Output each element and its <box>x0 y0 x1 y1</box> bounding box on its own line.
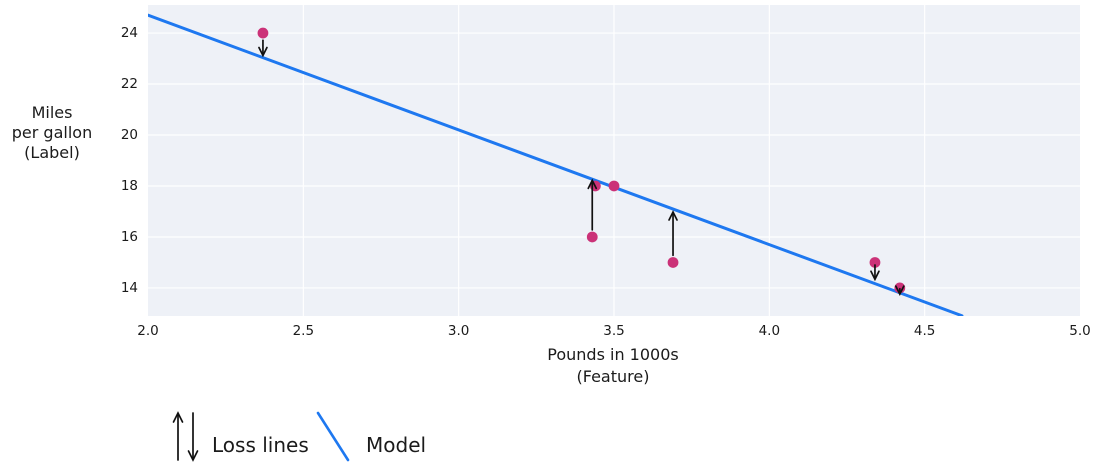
x-tick-label: 4.0 <box>758 323 781 339</box>
x-axis-title-line2: (Feature) <box>576 367 650 386</box>
x-tick-label: 2.0 <box>137 323 159 339</box>
legend-up-arrow-icon <box>172 411 184 461</box>
y-tick-label: 20 <box>120 127 138 143</box>
loss-arrow <box>668 210 678 257</box>
y-tick-label: 18 <box>120 177 138 194</box>
legend-model-line-icon <box>316 411 350 462</box>
y-axis-title: Miles per gallon (Label) <box>0 103 104 163</box>
x-axis-title: Pounds in 1000s (Feature) <box>463 344 763 388</box>
x-axis-title-line1: Pounds in 1000s <box>547 345 679 364</box>
y-tick-label: 24 <box>120 25 138 42</box>
data-point <box>257 27 269 39</box>
x-tick-label: 5.0 <box>1069 323 1091 339</box>
model-line <box>148 13 964 316</box>
y-axis-title-line1: Miles <box>31 103 73 122</box>
y-axis-title-line3: (Label) <box>24 143 80 162</box>
legend-loss-lines-label: Loss lines <box>212 433 309 457</box>
legend-model-label: Model <box>366 433 427 457</box>
y-tick-label: 22 <box>120 76 138 93</box>
y-axis-title-line2: per gallon <box>11 123 93 142</box>
data-point <box>586 231 598 243</box>
data-point <box>667 257 679 268</box>
loss-arrow <box>258 39 268 58</box>
data-point <box>869 257 881 268</box>
loss-arrow <box>587 178 598 231</box>
loss-arrow <box>870 264 880 282</box>
legend-down-arrow-icon <box>187 412 199 462</box>
x-tick-label: 2.5 <box>292 323 315 339</box>
y-tick-label: 14 <box>120 279 138 296</box>
data-point <box>608 180 620 192</box>
x-tick-label: 3.0 <box>447 323 470 339</box>
x-tick-label: 4.5 <box>913 323 936 339</box>
loss-arrow <box>894 285 905 296</box>
y-tick-label: 16 <box>120 228 138 245</box>
x-tick-label: 3.5 <box>603 323 625 339</box>
